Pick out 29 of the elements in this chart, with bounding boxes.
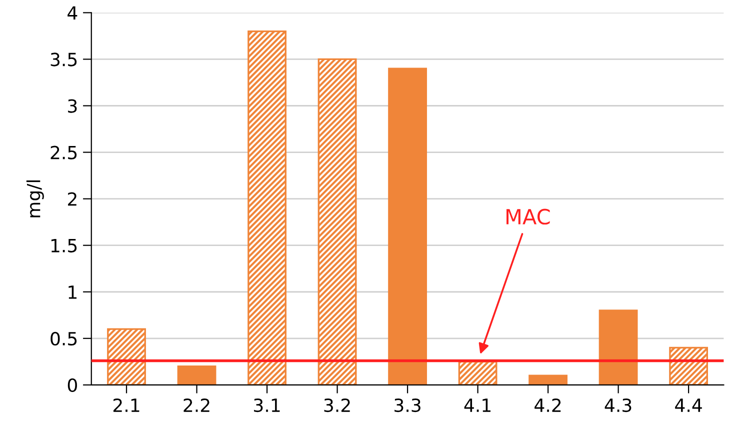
bar	[458, 360, 498, 385]
x-tick-label: 3.3	[394, 398, 420, 412]
ref-line-label: MAC	[506, 208, 550, 225]
y-tick-label: 3.5	[50, 52, 77, 66]
bar	[528, 374, 568, 385]
y-tick-label: 2.5	[50, 146, 77, 160]
y-tick-label: 1.5	[51, 239, 77, 252]
bar	[669, 346, 708, 385]
y-tick-label: 2	[68, 192, 76, 206]
x-tick-label: 4.2	[534, 398, 561, 412]
bar	[107, 328, 146, 385]
y-tick-label: 1	[68, 286, 77, 299]
y-tick-label: 4	[68, 6, 78, 20]
y-tick-label: 0	[68, 378, 77, 392]
x-tick-label: 3.2	[324, 398, 350, 412]
y-tick-label: 3	[68, 99, 77, 113]
y-axis-title: mg/l	[26, 180, 44, 218]
bar	[388, 68, 427, 385]
bar	[177, 365, 216, 385]
bar	[318, 58, 357, 385]
x-tick-label: 4.1	[464, 398, 490, 412]
x-tick-label: 2.1	[113, 398, 140, 412]
bar	[248, 30, 286, 385]
x-tick-label: 3.1	[254, 398, 280, 412]
y-tick-label: 0.5	[50, 332, 77, 346]
x-tick-label: 4.3	[604, 398, 632, 412]
x-tick-label: 2.2	[184, 398, 210, 412]
bar	[598, 310, 638, 385]
x-tick-label: 4.4	[675, 398, 702, 412]
